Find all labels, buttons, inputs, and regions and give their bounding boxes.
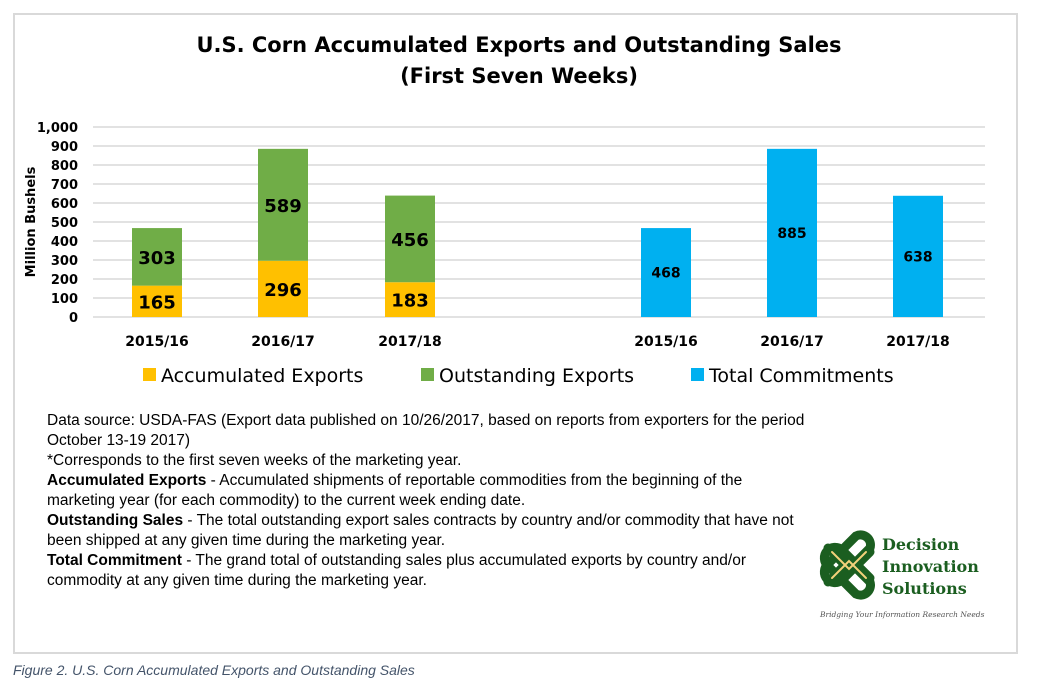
legend-swatch — [143, 368, 156, 381]
y-tick-label: 400 — [51, 235, 78, 250]
legend-label: Total Commitments — [708, 365, 894, 387]
data-label: 638 — [903, 249, 932, 265]
bar-accumulated-exports — [385, 282, 435, 317]
data-label: 296 — [264, 280, 302, 301]
definition-outstanding-sales: Outstanding Sales - The total outstandin… — [47, 512, 794, 549]
definition-total-commitment: Total Commitment - The grand total of ou… — [47, 552, 746, 589]
x-tick-label: 2015/16 — [125, 334, 189, 350]
y-tick-label: 700 — [51, 178, 78, 193]
figure-frame — [13, 13, 1018, 654]
data-label: 303 — [138, 248, 176, 269]
knot-logo-icon — [819, 530, 875, 600]
data-label: 589 — [264, 196, 302, 217]
data-label: 165 — [138, 292, 176, 313]
data-label: 468 — [651, 266, 680, 282]
bar-total-commitments — [767, 148, 817, 317]
bar-accumulated-exports — [132, 285, 182, 317]
bar-outstanding-exports — [258, 148, 308, 261]
data-source: Data source: USDA-FAS (Export data publi… — [47, 412, 805, 449]
footnote: *Corresponds to the first seven weeks of… — [47, 452, 462, 469]
y-tick-label: 200 — [51, 273, 78, 288]
y-tick-label: 600 — [51, 197, 78, 212]
legend-swatch — [691, 368, 704, 381]
data-label: 456 — [391, 230, 429, 251]
y-tick-label: 500 — [51, 216, 78, 231]
bar-chart: U.S. Corn Accumulated Exports and Outsta… — [24, 33, 985, 387]
y-axis-label: Million Bushels — [24, 166, 39, 277]
notes: Data source: USDA-FAS (Export data publi… — [47, 411, 807, 591]
bar-outstanding-exports — [132, 228, 182, 286]
company-logo: Decision Innovation Solutions Bridging Y… — [818, 530, 1018, 625]
legend-label: Outstanding Exports — [439, 365, 634, 387]
y-tick-label: 900 — [51, 140, 78, 155]
y-tick-label: 0 — [69, 311, 78, 326]
bar-total-commitments — [893, 195, 943, 317]
y-tick-label: 800 — [51, 159, 78, 174]
bar-total-commitments — [641, 228, 691, 317]
x-tick-label: 2017/18 — [378, 334, 442, 350]
bar-outstanding-exports — [385, 195, 435, 283]
x-tick-label: 2016/17 — [760, 334, 824, 350]
figure-caption: Figure 2. U.S. Corn Accumulated Exports … — [13, 662, 415, 678]
y-tick-label: 1,000 — [37, 121, 78, 136]
data-label: 885 — [777, 226, 806, 242]
chart-subtitle: (First Seven Weeks) — [400, 64, 638, 88]
chart-title: U.S. Corn Accumulated Exports and Outsta… — [196, 33, 841, 57]
x-tick-label: 2016/17 — [251, 334, 315, 350]
y-tick-label: 300 — [51, 254, 78, 269]
legend-label: Accumulated Exports — [161, 365, 363, 387]
data-label: 183 — [391, 291, 429, 312]
definition-accumulated-exports: Accumulated Exports - Accumulated shipme… — [47, 472, 743, 509]
x-tick-label: 2017/18 — [886, 334, 950, 350]
y-tick-label: 100 — [51, 292, 78, 307]
legend-swatch — [421, 368, 434, 381]
bar-accumulated-exports — [258, 260, 308, 317]
x-tick-label: 2015/16 — [634, 334, 698, 350]
